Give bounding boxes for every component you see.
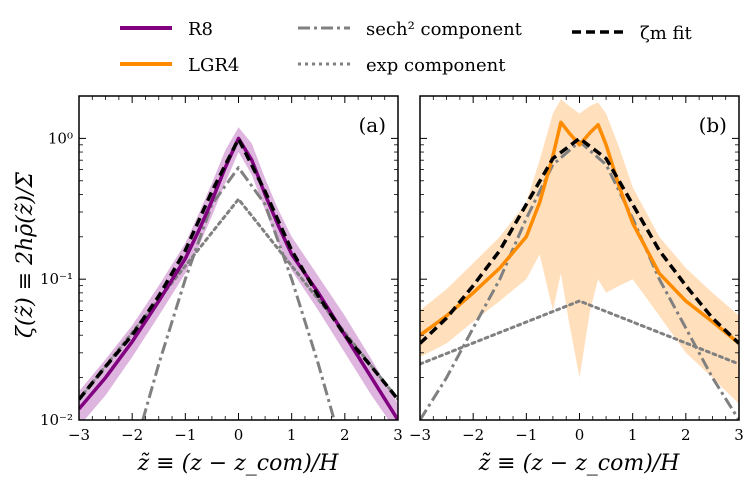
x-tick-label: 0 [575, 426, 585, 444]
panel-b: −3 −2 −1 0 1 2 3 (b) [409, 95, 744, 444]
x-tick-label: −1 [174, 426, 196, 444]
y-tick-label: 10⁻² [40, 411, 73, 429]
legend-label-exp: exp component [366, 55, 506, 76]
x-tick-label: −3 [409, 426, 431, 444]
x-tick-label: 1 [287, 426, 297, 444]
y-tick-label: 10⁰ [48, 129, 73, 147]
series--m-fit [420, 136, 739, 345]
x-tick-label: 0 [234, 426, 244, 444]
legend-label-r8: R8 [188, 19, 213, 40]
band-lgr4 [420, 99, 739, 404]
legend-item-exp: exp component [298, 55, 506, 76]
x-tick-label: 2 [681, 426, 691, 444]
x-tick-label: −1 [515, 426, 537, 444]
legend-item-lgr4: LGR4 [120, 55, 239, 76]
series-r8 [79, 136, 398, 420]
legend-item-r8: R8 [120, 19, 213, 40]
series-exp-component [420, 299, 739, 366]
legend-label-lgr4: LGR4 [188, 55, 239, 76]
series-sech-component [420, 140, 739, 420]
x-tick-label: 2 [340, 426, 350, 444]
legend: R8 LGR4 sech² component exp component ζm… [120, 19, 693, 76]
series-lgr4 [420, 120, 739, 345]
x-tick-label: −3 [68, 426, 90, 444]
series-exp-component [79, 197, 398, 401]
panel-annotation: (b) [699, 113, 727, 137]
x-tick-label: −2 [121, 426, 143, 444]
x-tick-label: −2 [462, 426, 484, 444]
y-tick-label: 10⁻¹ [40, 270, 73, 288]
legend-label-fit: ζm fit [640, 23, 693, 44]
panel-a: −3 −2 −1 0 1 2 3 10⁻² 10⁻¹ 10⁰ (a) [40, 95, 403, 444]
x-axis-title-b: z̃ ≡ (z − z_com)/H [478, 451, 681, 476]
legend-label-sech2: sech² component [366, 19, 523, 40]
band-r8 [79, 127, 398, 420]
legend-item-sech2: sech² component [298, 19, 523, 40]
panel-annotation: (a) [358, 113, 386, 137]
y-axis-title: ζ(z̃) ≡ 2hρ̄(z̃)/Σ̄ [13, 172, 38, 338]
x-tick-label: 1 [628, 426, 638, 444]
x-tick-label: 3 [393, 426, 403, 444]
x-axis-title-a: z̃ ≡ (z − z_com)/H [137, 451, 340, 476]
series-sech-component [141, 166, 336, 420]
legend-item-fit: ζm fit [572, 23, 693, 44]
x-tick-label: 3 [734, 426, 744, 444]
